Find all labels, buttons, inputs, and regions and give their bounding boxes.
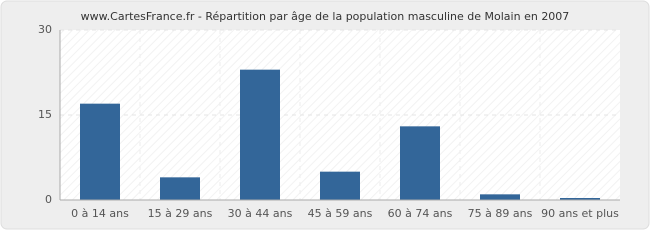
x-tick-label: 30 à 44 ans — [228, 207, 293, 220]
x-tick-label: 90 ans et plus — [541, 207, 619, 220]
y-tick-label: 30 — [38, 23, 52, 36]
x-tick-label: 75 à 89 ans — [468, 207, 533, 220]
bar — [320, 171, 360, 200]
bar — [400, 126, 440, 200]
y-tick-label: 0 — [45, 193, 52, 206]
x-tick-label: 60 à 74 ans — [388, 207, 453, 220]
bar — [560, 198, 600, 200]
y-tick-label: 15 — [38, 108, 52, 121]
chart: www.CartesFrance.fr - Répartition par âg… — [0, 0, 650, 230]
bar — [480, 194, 520, 200]
x-tick-label: 15 à 29 ans — [148, 207, 213, 220]
bar — [240, 69, 280, 201]
x-tick-label: 0 à 14 ans — [71, 207, 129, 220]
page: www.CartesFrance.fr - Répartition par âg… — [0, 0, 650, 230]
chart-title: www.CartesFrance.fr - Répartition par âg… — [81, 10, 570, 23]
bar — [160, 177, 200, 200]
x-tick-label: 45 à 59 ans — [308, 207, 373, 220]
bar — [80, 103, 120, 200]
